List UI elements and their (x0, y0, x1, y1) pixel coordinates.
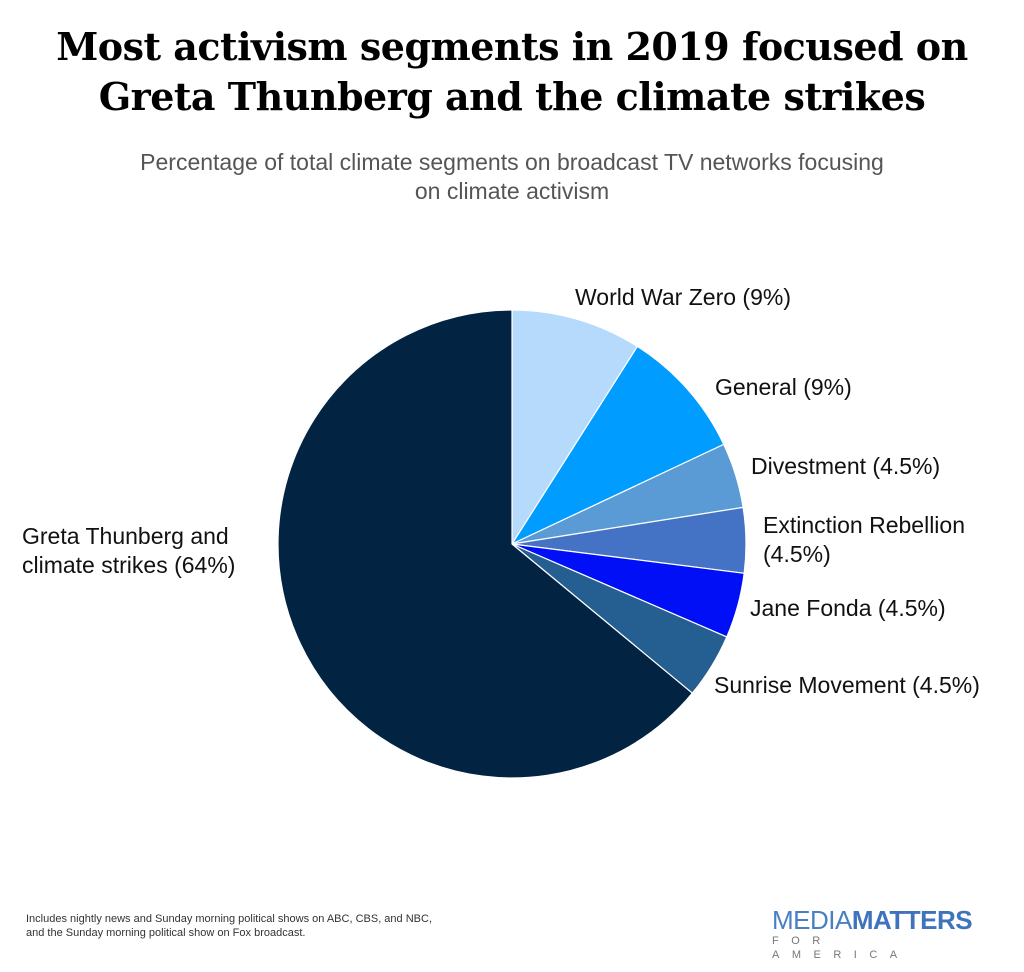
footnote: Includes nightly news and Sunday morning… (26, 912, 432, 940)
footnote-line1: Includes nightly news and Sunday morning… (26, 913, 432, 925)
pie-slice-world-war-zero (511, 309, 639, 547)
chart-title: Most activism segments in 2019 focused o… (56, 24, 968, 119)
label-general: General (9%) (715, 374, 852, 400)
pie-slice-greta-thunberg-and-climate-strikes (277, 309, 694, 779)
label-divestment: Divestment (4.5%) (751, 453, 941, 479)
label-greta-line1: Greta Thunberg and (22, 523, 229, 549)
label-extinction-rebellion: Extinction Rebellion (4.5%) (763, 511, 965, 569)
label-greta-line2: climate strikes (64%) (22, 552, 236, 578)
logo-matters: MATTERS (851, 905, 973, 935)
pie-slice-general (510, 345, 725, 546)
label-extinction-line2: (4.5%) (763, 541, 831, 567)
chart-subtitle: Percentage of total climate segments on … (140, 149, 884, 204)
logo-subtitle: FOR AMERICA (772, 935, 910, 961)
label-jane-fonda: Jane Fonda (4.5%) (750, 595, 946, 621)
label-world-war-zero: World War Zero (9%) (575, 284, 791, 310)
label-greta-thunberg: Greta Thunberg and climate strikes (64%) (22, 522, 235, 580)
media-matters-logo: MEDIAMATTERS FOR AMERICA (772, 906, 982, 962)
label-extinction-line1: Extinction Rebellion (763, 512, 966, 538)
footnote-line2: and the Sunday morning political show on… (26, 927, 306, 939)
logo-media: MEDIA (772, 905, 852, 935)
label-sunrise-movement: Sunrise Movement (4.5%) (714, 672, 980, 698)
